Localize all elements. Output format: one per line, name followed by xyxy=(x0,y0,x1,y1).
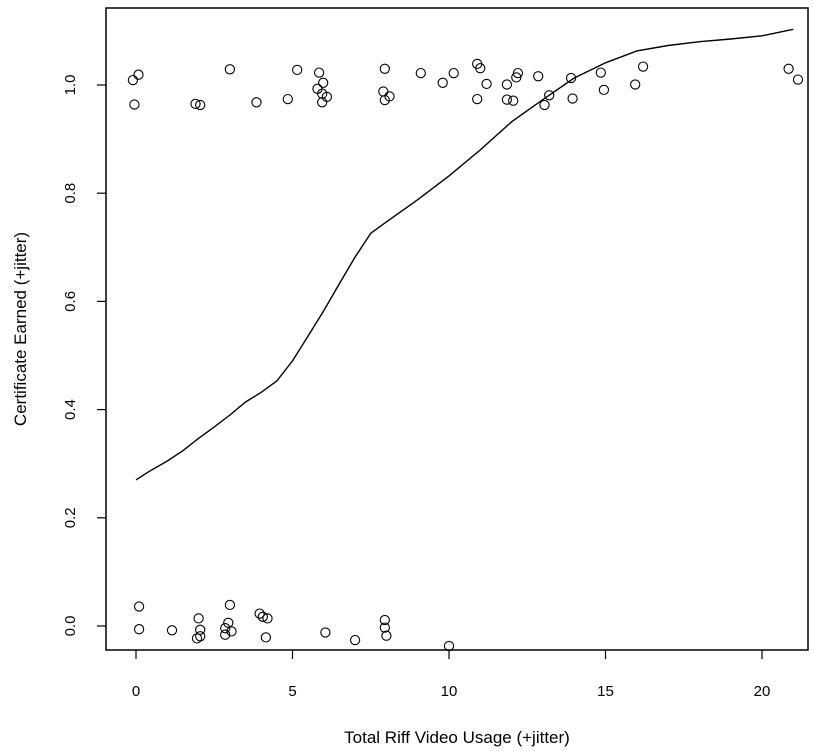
data-point xyxy=(195,631,206,642)
data-point xyxy=(443,640,455,652)
data-point xyxy=(379,622,390,633)
data-point xyxy=(257,611,268,622)
y-tick-label: 1.0 xyxy=(62,75,79,96)
data-point xyxy=(437,77,448,88)
data-point xyxy=(313,67,325,78)
data-points xyxy=(127,58,804,652)
x-tick-label: 15 xyxy=(597,683,614,700)
data-point xyxy=(472,93,483,105)
data-point xyxy=(630,79,641,90)
data-point xyxy=(251,97,262,108)
data-point xyxy=(475,63,486,74)
data-point xyxy=(792,74,804,85)
y-tick-label: 0.6 xyxy=(62,291,79,312)
data-point xyxy=(166,625,178,636)
data-point xyxy=(133,624,145,635)
y-axis: 0.0 0.2 0.4 0.6 0.8 1.0 xyxy=(62,75,106,637)
data-point xyxy=(220,623,231,634)
x-tick-label: 5 xyxy=(288,683,296,700)
data-point xyxy=(191,633,203,644)
data-point xyxy=(595,67,606,78)
y-tick-label: 0.4 xyxy=(62,399,79,420)
data-point xyxy=(220,629,231,640)
data-point xyxy=(565,72,577,84)
y-tick-label: 0.0 xyxy=(62,616,79,637)
data-point xyxy=(224,599,236,611)
data-point xyxy=(511,72,522,83)
data-point xyxy=(598,84,610,96)
x-tick-label: 0 xyxy=(132,683,140,700)
data-point xyxy=(282,93,293,105)
x-tick-label: 20 xyxy=(754,683,771,700)
data-point xyxy=(260,632,272,643)
data-point xyxy=(133,601,145,612)
y-axis-title: Certificate Earned (+jitter) xyxy=(11,232,30,426)
data-point xyxy=(379,63,390,74)
data-point xyxy=(318,77,329,88)
x-tick-label: 10 xyxy=(441,683,458,700)
data-point xyxy=(223,617,234,628)
x-axis-title: Total Riff Video Usage (+jitter) xyxy=(344,728,570,747)
data-point xyxy=(381,630,392,641)
data-point xyxy=(292,64,303,76)
data-point xyxy=(637,61,649,72)
data-point xyxy=(783,63,794,74)
smoothed-trend-line xyxy=(135,28,794,481)
data-point xyxy=(320,627,331,638)
data-point xyxy=(349,634,361,646)
data-point xyxy=(195,99,206,111)
data-point xyxy=(129,99,140,110)
data-point xyxy=(415,67,426,79)
data-point xyxy=(379,614,390,626)
data-point xyxy=(262,613,273,624)
data-point xyxy=(501,94,513,105)
data-point xyxy=(190,98,201,110)
data-point xyxy=(508,95,519,106)
data-point xyxy=(448,67,459,79)
data-point xyxy=(226,626,237,637)
data-point xyxy=(133,69,144,80)
data-point xyxy=(193,613,204,624)
data-point xyxy=(501,79,513,90)
data-point xyxy=(512,67,524,79)
plot-frame xyxy=(105,7,809,651)
data-point xyxy=(379,94,390,106)
data-point xyxy=(567,93,578,104)
data-point xyxy=(317,97,328,108)
data-point xyxy=(539,99,550,111)
y-tick-label: 0.2 xyxy=(62,507,79,528)
data-point xyxy=(224,64,236,75)
data-point xyxy=(254,608,265,619)
data-point xyxy=(378,86,389,97)
x-axis: 0 5 10 15 20 xyxy=(132,650,771,700)
data-point xyxy=(533,71,544,82)
data-point xyxy=(127,74,139,86)
data-point xyxy=(544,90,555,101)
y-tick-label: 0.8 xyxy=(62,183,79,204)
data-point xyxy=(481,78,492,90)
